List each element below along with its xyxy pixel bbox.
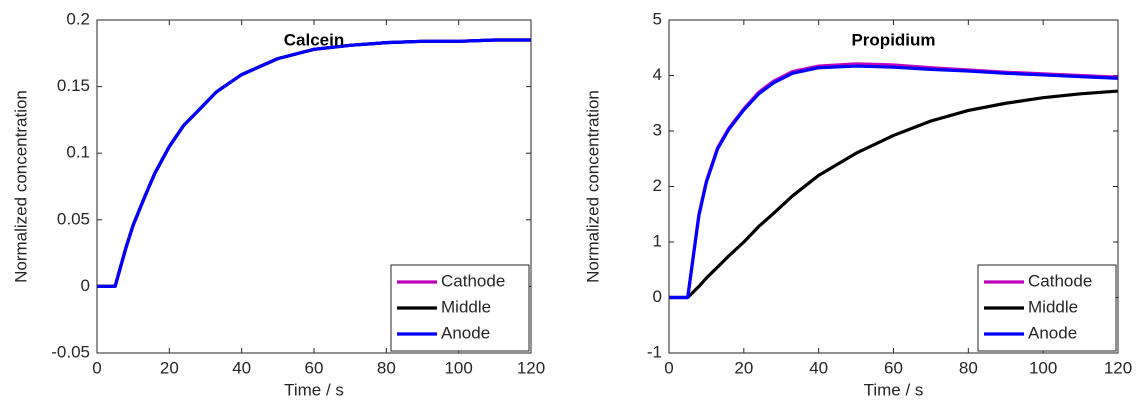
y-tick-label: 0 <box>653 287 662 306</box>
y-tick-label: -1 <box>647 342 662 361</box>
y-tick-label: 5 <box>653 9 662 28</box>
legend-label: Anode <box>441 323 490 342</box>
legend-label: Middle <box>1028 297 1078 316</box>
x-tick-label: 20 <box>160 358 179 377</box>
axes-box <box>96 19 532 354</box>
series-line <box>97 38 531 288</box>
legend-label: Cathode <box>1028 271 1092 290</box>
y-tick-label: 4 <box>653 65 662 84</box>
axes-box <box>668 19 1119 354</box>
x-tick-label: 40 <box>232 358 251 377</box>
y-tick-label: 0.1 <box>66 143 90 162</box>
x-axis-label: Time / s <box>284 380 344 399</box>
y-tick-label: 0 <box>81 276 90 295</box>
legend-label: Middle <box>441 297 491 316</box>
y-tick-label: 0.15 <box>57 76 90 95</box>
x-tick-label: 120 <box>517 358 545 377</box>
x-tick-label: 0 <box>664 358 673 377</box>
x-tick-label: 80 <box>377 358 396 377</box>
x-tick-label: 40 <box>809 358 828 377</box>
y-axis-label: Normalized concentration <box>11 90 30 283</box>
x-tick-label: 20 <box>734 358 753 377</box>
y-tick-label: 3 <box>653 120 662 139</box>
y-axis-label: Normalized concentration <box>583 90 602 283</box>
x-tick-label: 60 <box>884 358 903 377</box>
x-tick-label: 100 <box>1029 358 1057 377</box>
x-tick-label: 80 <box>959 358 978 377</box>
chart-title: Calcein <box>284 30 344 49</box>
y-tick-label: 0.05 <box>57 209 90 228</box>
legend-label: Cathode <box>441 271 505 290</box>
chart-title: Propidium <box>851 30 935 49</box>
legend-label: Anode <box>1028 323 1077 342</box>
y-tick-label: 2 <box>653 176 662 195</box>
x-tick-label: 100 <box>444 358 472 377</box>
series-line <box>669 89 1119 300</box>
y-tick-label: 0.2 <box>66 9 90 28</box>
x-axis-label: Time / s <box>864 380 924 399</box>
x-tick-label: 120 <box>1104 358 1132 377</box>
x-tick-label: 60 <box>305 358 324 377</box>
y-tick-label: -0.05 <box>51 342 90 361</box>
series-line <box>669 64 1119 300</box>
y-tick-label: 1 <box>653 231 662 250</box>
x-tick-label: 0 <box>92 358 101 377</box>
